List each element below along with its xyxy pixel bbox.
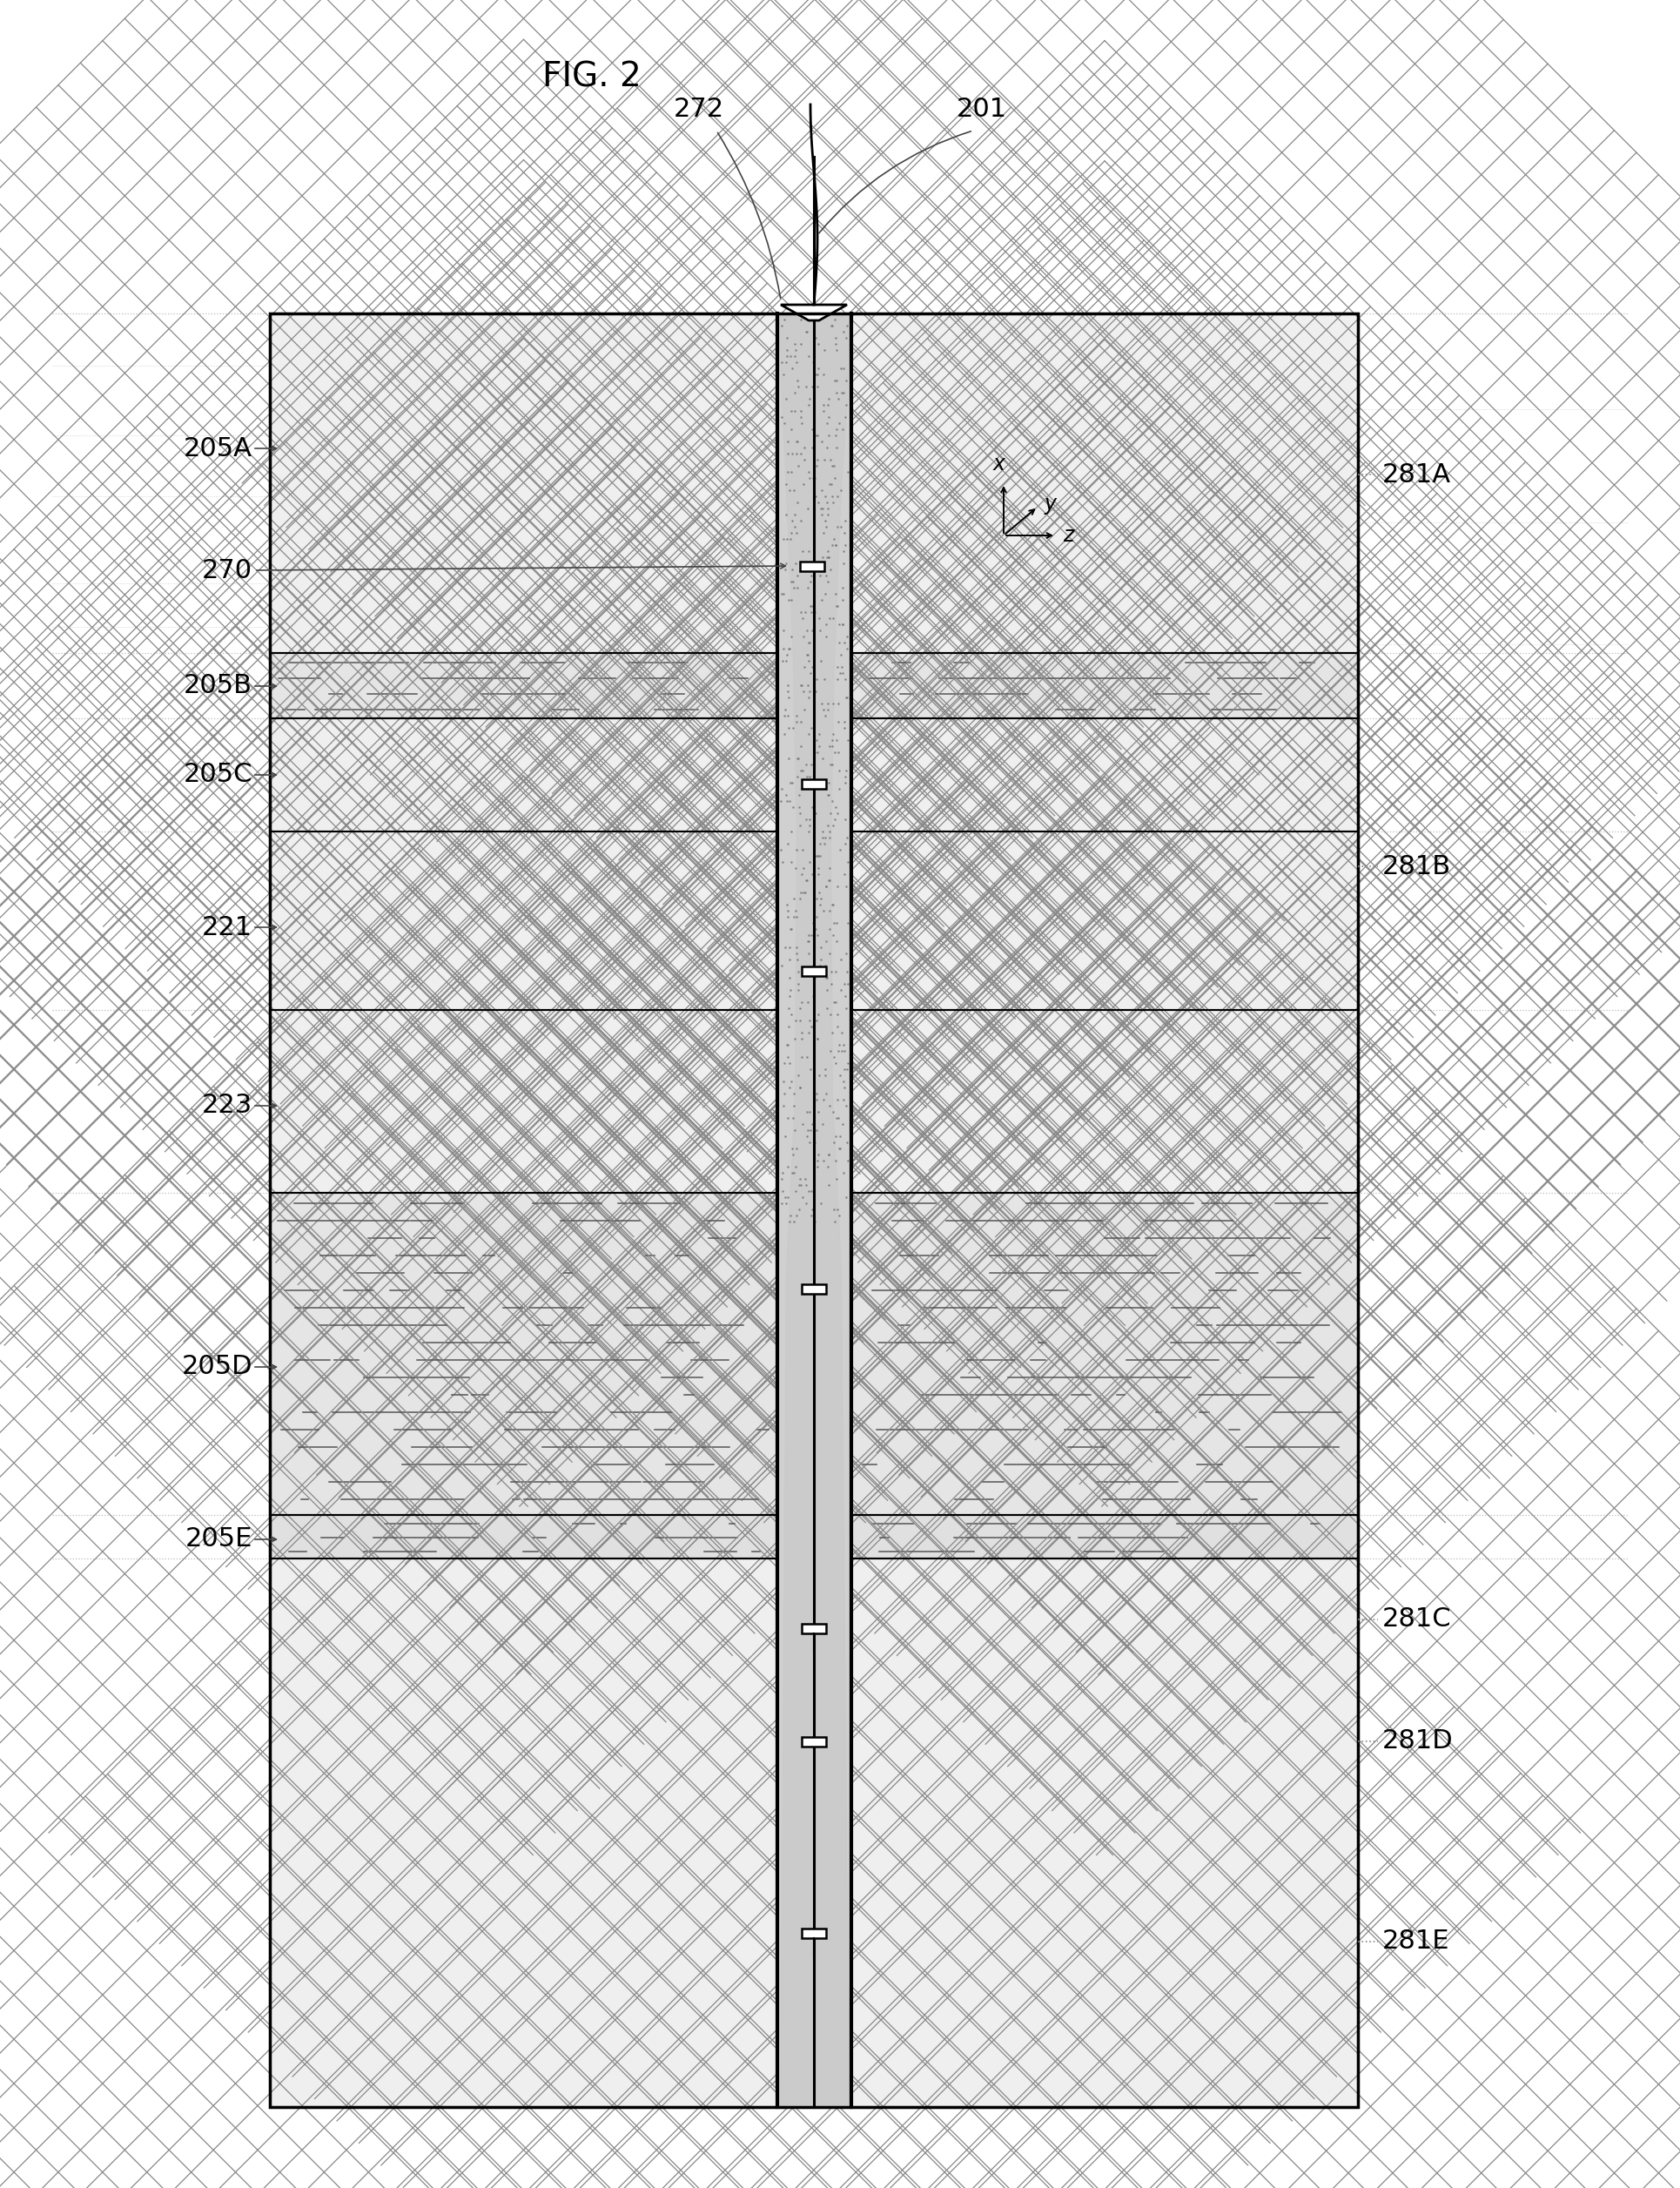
Bar (778, 313, 852, 2107)
Bar (270, 1192, 778, 1514)
Text: 221: 221 (202, 915, 252, 941)
Bar (270, 1514, 778, 1558)
Text: 205A: 205A (183, 435, 252, 462)
Text: 281D: 281D (1383, 1729, 1453, 1755)
Bar (852, 831, 1357, 1011)
Bar (852, 1192, 1357, 1514)
Bar (270, 718, 778, 831)
Bar (270, 1558, 778, 2107)
Bar (270, 1514, 778, 1558)
Bar (270, 718, 778, 831)
Bar (270, 1011, 778, 1192)
Bar (852, 718, 1357, 831)
Text: 205C: 205C (183, 761, 252, 788)
Bar (801, 967, 827, 976)
Text: 205D: 205D (181, 1354, 252, 1381)
Bar (852, 313, 1357, 652)
Text: 281C: 281C (1383, 1606, 1452, 1632)
Bar (852, 1558, 1357, 2107)
Text: 272: 272 (674, 96, 724, 123)
Bar (852, 1192, 1357, 1514)
Text: 281E: 281E (1383, 1930, 1450, 1954)
Bar (270, 1558, 778, 2107)
Text: 270: 270 (202, 558, 252, 582)
Bar (852, 718, 1357, 831)
Bar (270, 1558, 778, 2107)
Bar (852, 1192, 1357, 1514)
Bar (801, 1928, 827, 1939)
Bar (852, 1514, 1357, 1558)
Bar (801, 1623, 827, 1632)
Bar (852, 1558, 1357, 2107)
Bar (270, 313, 1357, 2107)
Bar (270, 1011, 778, 1192)
Bar (270, 1514, 778, 1558)
Bar (852, 1558, 1357, 2107)
Text: 201: 201 (956, 96, 1008, 123)
Bar (270, 1192, 778, 1514)
Bar (801, 779, 827, 788)
Bar (270, 1192, 778, 1514)
Bar (270, 652, 778, 718)
Bar (852, 652, 1357, 718)
Text: 281A: 281A (1383, 462, 1452, 488)
Bar (270, 831, 778, 1011)
Polygon shape (781, 304, 847, 319)
Bar (852, 1514, 1357, 1558)
Text: FIG. 2: FIG. 2 (543, 61, 642, 94)
Bar (852, 1011, 1357, 1192)
Text: y: y (1045, 494, 1057, 514)
Bar (270, 313, 778, 652)
Text: 223: 223 (202, 1094, 252, 1118)
Bar (270, 652, 778, 718)
Bar (270, 1011, 778, 1192)
Text: z: z (1063, 525, 1074, 547)
Text: x: x (993, 453, 1005, 475)
Bar (270, 313, 778, 652)
Bar (270, 718, 778, 831)
Text: 205E: 205E (185, 1527, 252, 1551)
Bar (852, 652, 1357, 718)
Bar (852, 1011, 1357, 1192)
Bar (852, 1011, 1357, 1192)
Bar (852, 652, 1357, 718)
Bar (270, 831, 778, 1011)
Bar (852, 313, 1357, 652)
Bar (270, 831, 778, 1011)
Bar (852, 313, 1357, 652)
Bar (800, 560, 825, 571)
Bar (852, 1514, 1357, 1558)
Bar (852, 718, 1357, 831)
Bar (270, 652, 778, 718)
Text: 281B: 281B (1383, 853, 1452, 880)
Bar (801, 1737, 827, 1746)
Bar (270, 313, 778, 652)
Bar (852, 831, 1357, 1011)
Text: 205B: 205B (183, 674, 252, 698)
Bar (801, 1284, 827, 1293)
Bar (852, 831, 1357, 1011)
